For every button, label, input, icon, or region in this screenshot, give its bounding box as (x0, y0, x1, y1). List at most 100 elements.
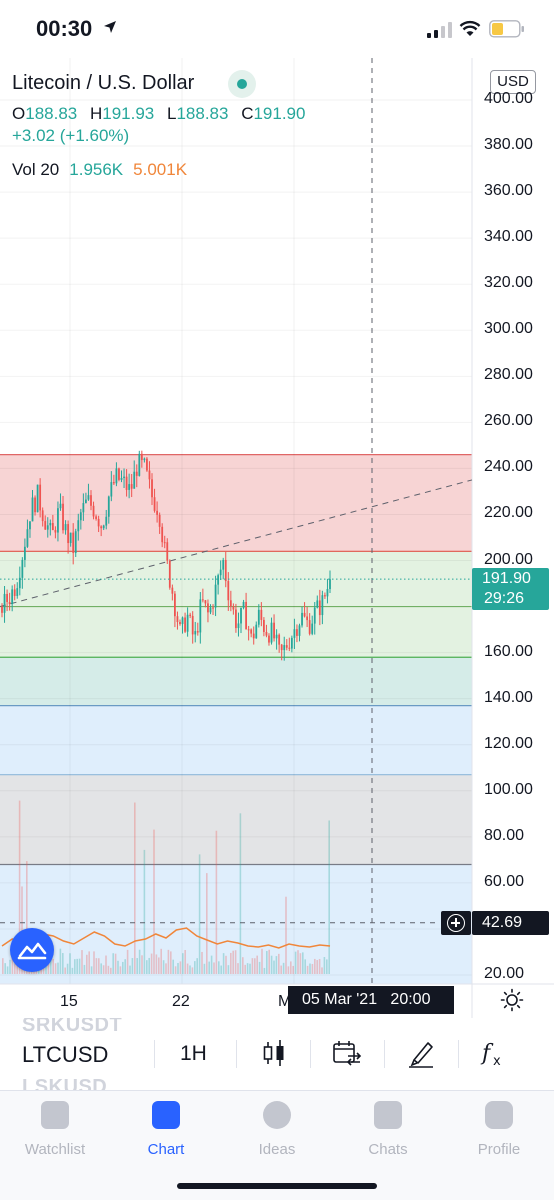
candle-body (44, 521, 47, 530)
tab-label: Ideas (258, 1141, 296, 1158)
candle-body (74, 531, 77, 554)
chat-bubble-icon (374, 1101, 402, 1129)
time-axis-label: 15 (60, 993, 78, 1010)
open-value: 188.83 (25, 104, 78, 123)
volume-label: Vol 20 (12, 160, 60, 179)
candle-body (107, 496, 110, 517)
price-chart[interactable] (0, 58, 554, 1018)
candle-body (179, 622, 181, 625)
candle-body (326, 589, 329, 597)
candle-body (36, 484, 39, 513)
volume-bar (14, 963, 16, 974)
candle-body (138, 453, 141, 476)
candle-body (290, 637, 293, 649)
candle-body (62, 503, 64, 531)
volume-bar (282, 962, 285, 974)
interval-selector[interactable]: 1H (180, 1042, 207, 1065)
drawing-tools-icon[interactable] (406, 1038, 436, 1068)
candle-body (242, 601, 245, 608)
compare-icon[interactable] (332, 1038, 362, 1068)
candle-body (288, 647, 291, 649)
candle-body (16, 588, 19, 596)
candle-body (87, 495, 90, 500)
volume-bar (316, 960, 318, 974)
volume-bar (306, 965, 309, 974)
candle-body (204, 600, 207, 604)
candle-body (161, 526, 164, 543)
candle-body (135, 471, 138, 476)
indicators-fx-icon[interactable]: f x (480, 1038, 510, 1068)
candle-body (247, 629, 250, 631)
volume-bar (251, 958, 254, 974)
volume-bar (112, 953, 114, 974)
volume-bar (227, 965, 230, 974)
volume-legend[interactable]: Vol 20 1.956K 5.001K (12, 160, 187, 180)
candle-body (51, 523, 54, 531)
tab-label: Chart (147, 1141, 185, 1158)
volume-bar (186, 963, 189, 974)
volume-bar (270, 955, 273, 974)
candle-body (128, 484, 131, 490)
status-bar: 00:30 (0, 0, 554, 58)
candle-body (8, 601, 11, 605)
candle-body (184, 617, 186, 632)
volume-bar (309, 963, 311, 974)
currency-button[interactable]: USD (490, 70, 536, 94)
volume-bar (290, 961, 292, 974)
volume-bar (287, 966, 290, 974)
market-status-indicator[interactable] (228, 70, 256, 98)
add-price-level-button[interactable] (441, 911, 471, 935)
volume-bar (160, 948, 162, 974)
watchlist-ghost-symbol: SRKUSDT (22, 1018, 123, 1036)
volume-bar (328, 820, 330, 974)
candle-body (112, 482, 115, 484)
candle-body (59, 503, 62, 509)
candle-body (168, 560, 171, 588)
tab-label: Profile (477, 1141, 521, 1158)
candle-body (92, 505, 95, 517)
volume-bar (280, 965, 282, 974)
volume-bar (326, 959, 328, 974)
candle-body (318, 600, 321, 616)
tab-chart[interactable]: Chart (111, 1099, 221, 1159)
candle-body (72, 532, 75, 554)
volume-bar (117, 960, 119, 974)
symbol-title[interactable]: Litecoin / U.S. Dollar (12, 72, 195, 94)
tab-watchlist[interactable]: Watchlist (0, 1099, 110, 1159)
chart-area[interactable]: Litecoin / U.S. Dollar O188.83 H191.93 L… (0, 58, 554, 1018)
candle-body (115, 468, 118, 484)
candle-body (212, 607, 214, 609)
cellular-signal-icon (427, 22, 452, 38)
volume-bar (210, 955, 213, 974)
candle-body (316, 600, 319, 608)
volume-bar (213, 962, 215, 974)
candles-icon[interactable] (262, 1038, 286, 1068)
candle-body (311, 623, 314, 634)
volume-bar (285, 896, 287, 974)
symbol-selector[interactable]: LTCUSD (22, 1042, 109, 1067)
high-label: H (89, 104, 103, 123)
low-label: L (166, 104, 177, 123)
candle-body (273, 622, 275, 639)
volume-bar (100, 963, 102, 974)
volume-bar (57, 962, 59, 974)
candle-body (1, 606, 3, 613)
tab-profile[interactable]: Profile (444, 1099, 554, 1159)
volume-bar (201, 951, 203, 974)
tradingview-logo-button[interactable] (10, 928, 54, 972)
volume-bar (323, 957, 326, 974)
tab-chats[interactable]: Chats (333, 1099, 443, 1159)
cloud-chart-icon (17, 942, 47, 960)
candle-body (95, 516, 97, 519)
settings-sun-icon[interactable] (500, 988, 524, 1012)
candle-body (252, 633, 255, 639)
candle-body (82, 503, 85, 513)
close-value: 191.90 (253, 104, 306, 123)
price-axis-label: 60.00 (484, 872, 525, 890)
tab-ideas[interactable]: Ideas (222, 1099, 332, 1159)
candle-body (260, 609, 263, 620)
volume-bar (218, 961, 220, 974)
volume-bar (62, 953, 64, 974)
low-value: 188.83 (176, 104, 229, 123)
